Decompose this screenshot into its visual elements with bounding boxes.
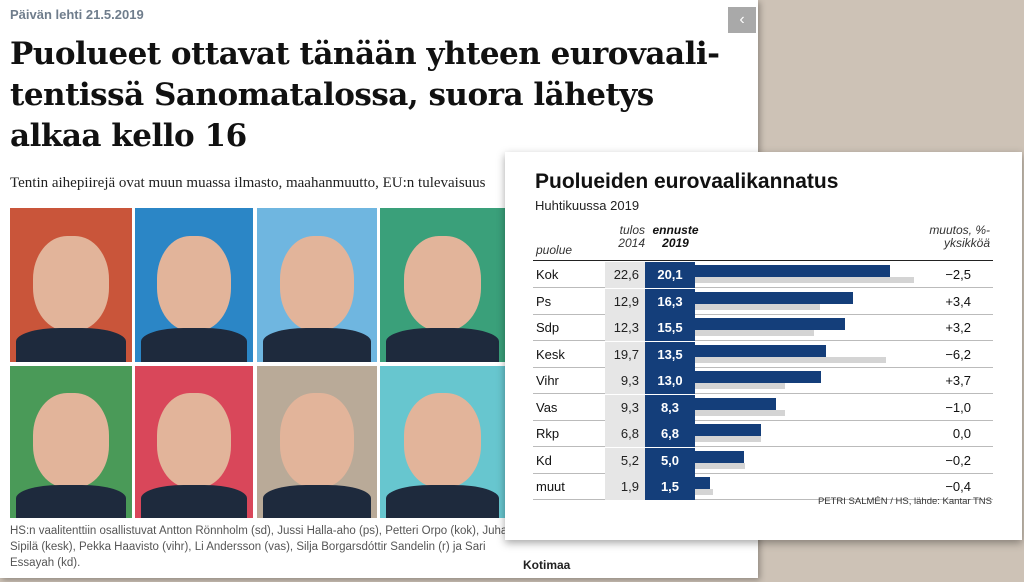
header-rule bbox=[533, 260, 993, 261]
back-chevron-icon[interactable]: ‹ bbox=[728, 7, 756, 33]
change-value: −0,4 bbox=[945, 479, 971, 494]
forecast-2019: 5,0 bbox=[645, 447, 695, 474]
chart-row: Vas 9,3 8,3 −1,0 bbox=[533, 394, 993, 421]
party-label: Kok bbox=[536, 267, 559, 282]
result-2014: 22,6 bbox=[605, 262, 645, 288]
chart-title: Puolueiden eurovaalikannatus bbox=[535, 170, 839, 193]
bar-2014 bbox=[695, 330, 815, 336]
candidate-photo bbox=[380, 366, 505, 518]
change-value: +3,2 bbox=[945, 320, 971, 335]
chart-row: Sdp 12,3 15,5 +3,2 bbox=[533, 315, 993, 341]
bar-2014 bbox=[695, 436, 761, 442]
result-2014: 12,9 bbox=[605, 288, 645, 315]
bar-2019 bbox=[695, 424, 761, 436]
result-2014: 6,8 bbox=[605, 421, 645, 447]
poll-chart: Puolueiden eurovaalikannatus Huhtikuussa… bbox=[505, 152, 1022, 540]
change-value: 0,0 bbox=[952, 426, 971, 441]
forecast-2019: 13,0 bbox=[645, 368, 695, 394]
change-value: +3,4 bbox=[945, 293, 971, 309]
chart-row: Rkp 6,8 6,8 0,0 bbox=[533, 421, 993, 447]
change-value: −1,0 bbox=[945, 399, 971, 415]
newspaper-page: Päivän lehti 21.5.2019 ‹ Puolueet ottava… bbox=[0, 0, 758, 578]
chart-row: Ps 12,9 16,3 +3,4 bbox=[533, 288, 993, 315]
party-label: Ps bbox=[536, 293, 552, 309]
issue-date: Päivän lehti 21.5.2019 bbox=[10, 7, 144, 22]
party-label: Kd bbox=[536, 452, 552, 468]
candidate-photo bbox=[10, 366, 132, 518]
bar-2014 bbox=[695, 303, 821, 310]
chart-row: Kok 22,6 20,1 −2,5 bbox=[533, 262, 993, 288]
bar-2019 bbox=[695, 291, 854, 304]
forecast-2019: 16,3 bbox=[645, 288, 695, 315]
forecast-2019: 20,1 bbox=[645, 262, 695, 288]
party-label: muut bbox=[536, 479, 565, 494]
headline: Puolueet ottavat tänään yhteen eurovaali… bbox=[10, 36, 720, 154]
candidate-photo bbox=[257, 366, 377, 518]
forecast-2019: 1,5 bbox=[645, 474, 695, 500]
bar-2019 bbox=[695, 371, 822, 383]
header-change: muutos, %-yksikköä bbox=[929, 223, 990, 250]
chart-row: Vihr 9,3 13,0 +3,7 bbox=[533, 368, 993, 394]
party-label: Kesk bbox=[536, 346, 565, 362]
forecast-2019: 13,5 bbox=[645, 341, 695, 368]
party-label: Sdp bbox=[536, 320, 560, 335]
change-value: −2,5 bbox=[945, 267, 971, 282]
bar-2019 bbox=[695, 265, 890, 277]
candidate-photo bbox=[257, 208, 377, 362]
bar-2014 bbox=[695, 356, 887, 363]
result-2014: 9,3 bbox=[605, 394, 645, 421]
bar-2014 bbox=[695, 409, 786, 416]
bar-2019 bbox=[695, 344, 826, 357]
header-2014: tulos 2014 bbox=[618, 223, 645, 250]
section-label[interactable]: Kotimaa bbox=[523, 558, 571, 572]
forecast-2019: 6,8 bbox=[645, 421, 695, 447]
forecast-2019: 8,3 bbox=[645, 394, 695, 421]
chart-row: Kesk 19,7 13,5 −6,2 bbox=[533, 341, 993, 368]
candidate-photo bbox=[10, 208, 132, 362]
header-party: puolue bbox=[536, 243, 573, 257]
chart-row: Kd 5,2 5,0 −0,2 bbox=[533, 447, 993, 474]
bar-2014 bbox=[695, 277, 915, 283]
photo-caption: HS:n vaalitenttiin osallistuvat Antton R… bbox=[10, 525, 508, 569]
party-label: Rkp bbox=[536, 426, 560, 441]
change-value: −0,2 bbox=[945, 452, 971, 468]
result-2014: 12,3 bbox=[605, 315, 645, 341]
chart-credit: PETRI SALMÉN / HS, lähde: Kantar TNS bbox=[817, 496, 992, 507]
chart-row: muut 1,9 1,5 −0,4 bbox=[533, 474, 993, 500]
candidate-photo bbox=[380, 208, 505, 362]
result-2014: 19,7 bbox=[605, 341, 645, 368]
bar-2019 bbox=[695, 318, 846, 330]
bar-2019 bbox=[695, 477, 710, 489]
lede: Tentin aihepiirejä ovat muun muassa ilma… bbox=[10, 175, 486, 191]
bar-2019 bbox=[695, 450, 744, 463]
change-value: −6,2 bbox=[945, 346, 971, 362]
bar-2014 bbox=[695, 462, 746, 469]
bar-2014 bbox=[695, 383, 786, 389]
party-label: Vas bbox=[536, 399, 558, 415]
change-value: +3,7 bbox=[945, 373, 971, 388]
result-2014: 5,2 bbox=[605, 447, 645, 474]
header-2019: ennuste 2019 bbox=[652, 223, 699, 250]
party-label: Vihr bbox=[536, 373, 559, 388]
forecast-2019: 15,5 bbox=[645, 315, 695, 341]
candidate-photo bbox=[135, 366, 253, 518]
result-2014: 1,9 bbox=[605, 474, 645, 500]
bar-2014 bbox=[695, 489, 714, 495]
chart-subtitle: Huhtikuussa 2019 bbox=[535, 198, 640, 213]
candidate-photo bbox=[135, 208, 253, 362]
result-2014: 9,3 bbox=[605, 368, 645, 394]
bar-2019 bbox=[695, 397, 776, 410]
